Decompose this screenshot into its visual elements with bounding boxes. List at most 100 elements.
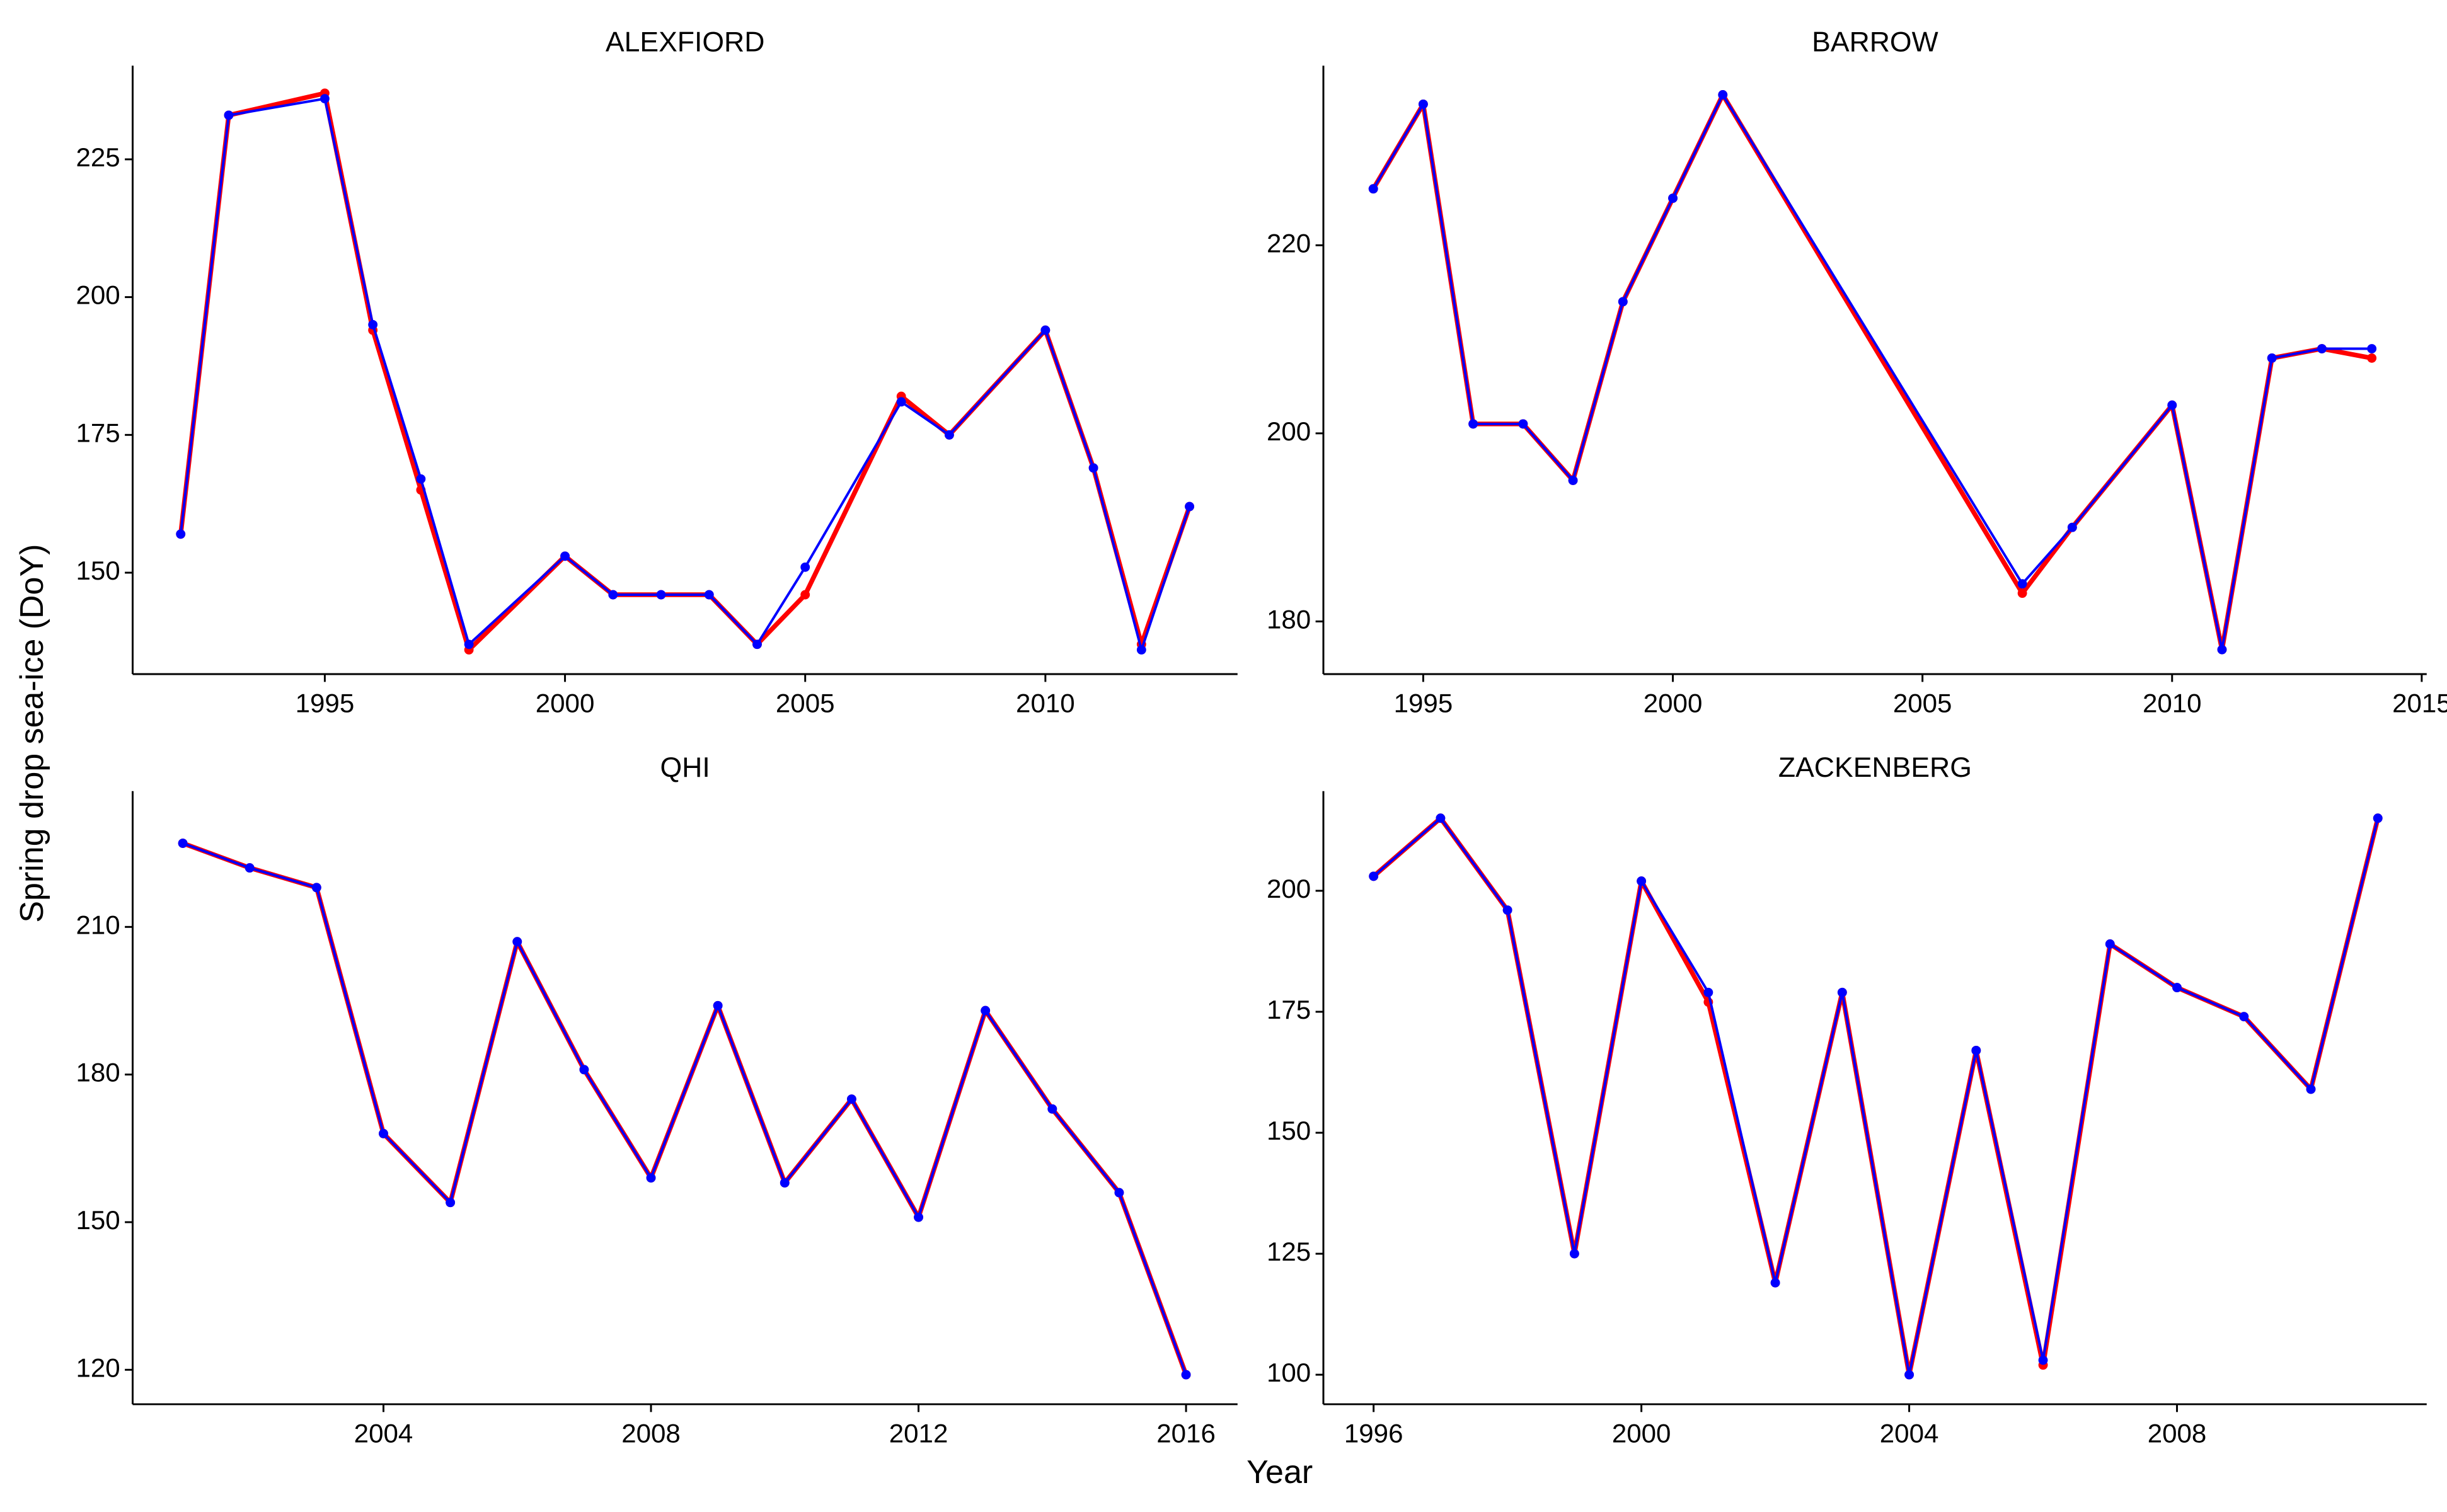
x-tick-label: 2004	[354, 1419, 413, 1448]
panel: QHI 120 150 180 210 2004 2008 2012 2016	[76, 752, 1238, 1448]
data-point	[1040, 325, 1051, 335]
y-tick-label: 100	[1267, 1358, 1311, 1387]
x-tick-label: 1995	[296, 689, 355, 718]
data-point	[2167, 400, 2177, 410]
data-point	[2017, 579, 2027, 589]
data-point	[981, 1005, 991, 1016]
panel: ALEXFIORD 150 175 200 225 1995 2000 2005 2010	[76, 26, 1238, 718]
data-point	[1569, 1249, 1579, 1259]
data-point	[512, 937, 522, 947]
data-point	[896, 397, 906, 407]
data-point	[224, 110, 234, 120]
x-tick-label: 2000	[1612, 1419, 1671, 1448]
data-point	[1568, 476, 1578, 485]
data-point	[1047, 1104, 1057, 1114]
data-point	[368, 319, 378, 329]
data-point	[245, 863, 255, 873]
x-tick-label: 1995	[1394, 689, 1453, 718]
data-point	[178, 839, 188, 848]
data-point	[464, 639, 474, 650]
x-tick-label: 2010	[2143, 689, 2202, 718]
data-point	[379, 1128, 388, 1138]
data-point	[1904, 1370, 1914, 1380]
data-point	[2105, 939, 2115, 949]
panel-title: ZACKENBERG	[1778, 752, 1972, 783]
data-point	[752, 639, 762, 650]
x-tick-label: 2010	[1016, 689, 1075, 718]
data-point	[800, 562, 810, 572]
data-point	[1837, 987, 1847, 997]
data-point	[446, 1198, 456, 1208]
y-tick-label: 200	[1267, 416, 1311, 446]
y-tick-label: 180	[1267, 605, 1311, 634]
data-point	[944, 430, 954, 440]
data-point	[2367, 344, 2377, 353]
data-point	[608, 590, 618, 600]
x-tick-label: 2005	[1893, 689, 1952, 718]
data-point	[1770, 1278, 1780, 1288]
y-tick-label: 210	[76, 910, 120, 939]
data-point	[2038, 1355, 2048, 1365]
data-point	[1436, 813, 1446, 823]
data-point	[2172, 983, 2182, 993]
data-point	[560, 551, 570, 561]
panel-title: QHI	[660, 752, 710, 783]
x-tick-label: 2004	[1880, 1419, 1939, 1448]
data-point	[800, 590, 810, 600]
data-point	[1718, 90, 1728, 100]
data-point	[1668, 193, 1678, 203]
x-tick-label: 2000	[536, 689, 595, 718]
data-point	[914, 1212, 923, 1222]
data-point	[1136, 645, 1146, 655]
data-point	[2067, 522, 2077, 532]
x-tick-label: 2008	[2148, 1419, 2207, 1448]
data-point	[1368, 184, 1378, 194]
y-tick-label: 180	[76, 1058, 120, 1087]
y-tick-label: 150	[76, 556, 120, 585]
series-line	[1371, 92, 2373, 652]
x-tick-label: 2005	[776, 689, 835, 718]
data-point	[2267, 353, 2277, 363]
panel: BARROW 180 200 220 1995 2000 2005 2010 2015	[1267, 26, 2447, 718]
data-point	[579, 1065, 589, 1075]
y-tick-label: 150	[76, 1205, 120, 1235]
x-tick-label: 2012	[889, 1419, 948, 1448]
data-point	[320, 94, 330, 104]
data-point	[1468, 419, 1478, 429]
data-point	[1971, 1046, 1981, 1055]
series-line	[182, 842, 1187, 1375]
x-tick-label: 2016	[1156, 1419, 1216, 1448]
y-tick-label: 125	[1267, 1237, 1311, 1266]
data-point	[311, 883, 321, 893]
data-point	[2373, 813, 2383, 823]
data-point	[1181, 1370, 1191, 1380]
data-point	[2367, 353, 2377, 363]
x-tick-label: 2008	[621, 1419, 681, 1448]
data-point	[1419, 99, 1428, 109]
x-tick-label: 2000	[1644, 689, 1703, 718]
data-point	[704, 590, 714, 600]
data-point	[846, 1094, 856, 1104]
data-point	[1185, 501, 1194, 512]
panel-title: ALEXFIORD	[606, 26, 765, 57]
data-point	[656, 590, 666, 600]
data-point	[1369, 871, 1379, 881]
series-line	[181, 841, 1189, 1376]
panel-title: BARROW	[1812, 26, 1938, 57]
y-tick-label: 120	[76, 1353, 120, 1382]
data-point	[1114, 1188, 1124, 1198]
data-point	[1502, 905, 1512, 915]
series-line	[1372, 93, 2372, 651]
series-line	[1372, 816, 2380, 1377]
series-line	[179, 97, 1191, 651]
x-tick-label: 1996	[1344, 1419, 1403, 1448]
data-point	[2306, 1084, 2316, 1094]
y-tick-label: 150	[1267, 1116, 1311, 1145]
data-point	[2239, 1012, 2249, 1022]
data-point	[1088, 463, 1098, 473]
y-tick-label: 200	[76, 280, 120, 310]
data-point	[176, 529, 186, 539]
data-point	[416, 474, 426, 484]
data-point	[713, 1000, 723, 1011]
